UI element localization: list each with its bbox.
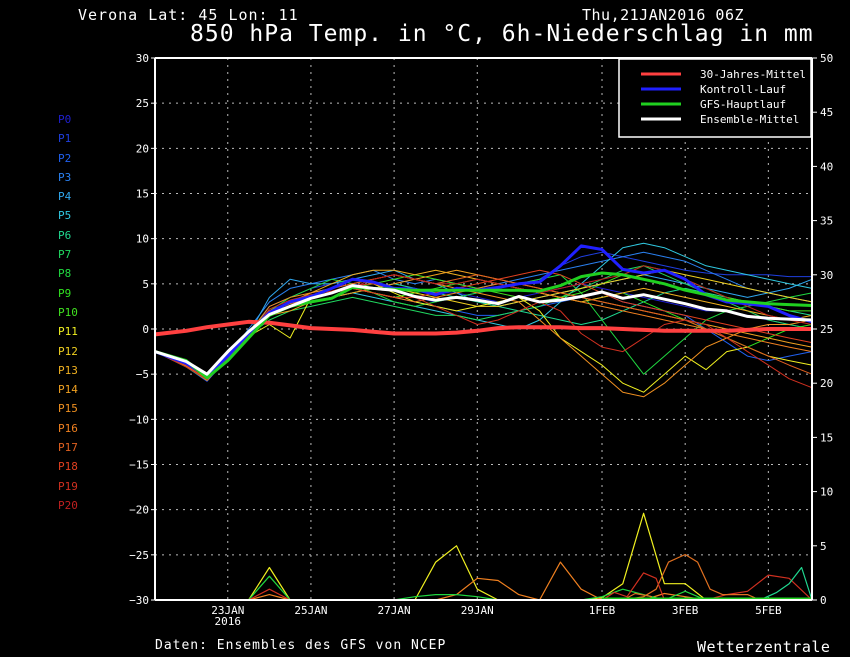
y-tick-label-right: 30 <box>820 269 833 282</box>
y-tick-label-right: 40 <box>820 160 833 173</box>
y-tick-label-left: 30 <box>136 52 149 65</box>
y-tick-label-right: 20 <box>820 377 833 390</box>
y-tick-label-left: −5 <box>136 368 149 381</box>
y-tick-label-left: 20 <box>136 142 149 155</box>
y-tick-label-left: −20 <box>129 504 149 517</box>
legend-label: Ensemble-Mittel <box>700 113 799 126</box>
y-tick-label-left: 25 <box>136 97 149 110</box>
legend-label: 30-Jahres-Mittel <box>700 68 806 81</box>
y-tick-label-left: 0 <box>142 323 149 336</box>
y-tick-label-right: 5 <box>820 540 827 553</box>
legend-label: Kontroll-Lauf <box>700 83 786 96</box>
x-tick-label: 25JAN <box>294 604 327 617</box>
y-tick-label-left: −30 <box>129 594 149 607</box>
precip-line <box>155 513 812 600</box>
y-tick-label-right: 50 <box>820 52 833 65</box>
y-tick-label-left: 10 <box>136 233 149 246</box>
x-tick-label: 5FEB <box>755 604 782 617</box>
x-tick-label: 29JAN <box>461 604 494 617</box>
y-tick-label-left: 5 <box>142 278 149 291</box>
y-tick-label-right: 10 <box>820 486 833 499</box>
y-tick-label-left: −15 <box>129 459 149 472</box>
data-source: Daten: Ensembles des GFS von NCEP <box>155 638 446 653</box>
y-tick-label-right: 25 <box>820 323 833 336</box>
y-tick-label-right: 0 <box>820 594 827 607</box>
x-tick-label: 27JAN <box>378 604 411 617</box>
y-tick-label-right: 35 <box>820 215 833 228</box>
y-tick-label-right: 45 <box>820 106 833 119</box>
x-tick-label: 3FEB <box>672 604 699 617</box>
brand-label: Wetterzentrale <box>697 638 830 656</box>
y-tick-label-right: 15 <box>820 431 833 444</box>
precip-line <box>760 568 812 601</box>
y-tick-label-left: 15 <box>136 188 149 201</box>
x-tick-label: 1FEB <box>589 604 616 617</box>
x-tick-sublabel: 2016 <box>215 615 242 628</box>
y-tick-label-left: −25 <box>129 549 149 562</box>
member-temp-line <box>155 284 812 388</box>
legend-label: GFS-Hauptlauf <box>700 98 786 111</box>
precip-line <box>155 576 812 600</box>
member-temp-line <box>155 275 812 397</box>
y-tick-label-left: −10 <box>129 413 149 426</box>
